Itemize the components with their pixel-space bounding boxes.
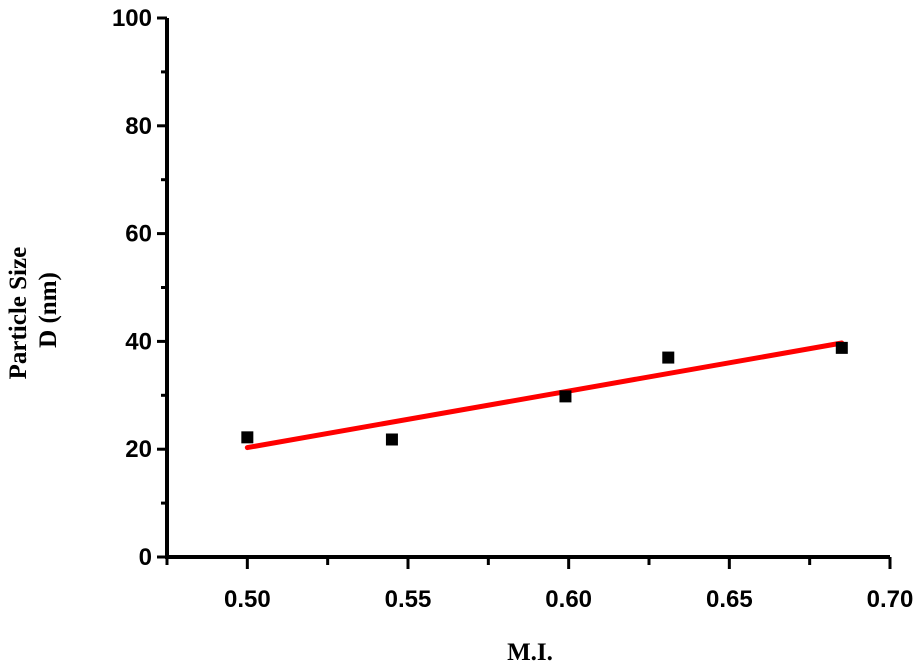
y-tick-label: 100 [112, 5, 152, 32]
x-tick-label: 0.50 [224, 586, 271, 613]
x-tick-label: 0.70 [867, 586, 914, 613]
fit-line [244, 340, 845, 451]
data-point [385, 433, 398, 446]
axes: 0 20 40 60 80 100 0.50 0.55 0.60 0.65 0.70 [112, 5, 913, 613]
data-point [662, 351, 675, 364]
data-point [559, 390, 572, 403]
plot-area [241, 340, 848, 451]
y-tick-label: 20 [125, 436, 152, 463]
y-axis-title-line-2: D (nm) [35, 272, 62, 348]
y-tick-label: 60 [125, 221, 152, 248]
y-axis-title: Particle Size D (nm) [5, 241, 62, 380]
y-axis-title-line-1: Particle Size [5, 247, 32, 380]
x-tick-label: 0.55 [385, 586, 432, 613]
data-point [835, 341, 848, 354]
y-tick-label: 0 [139, 544, 152, 571]
y-tick-label: 40 [125, 328, 152, 355]
data-point [241, 431, 254, 444]
x-tick-label: 0.65 [706, 586, 753, 613]
y-tick-label: 80 [125, 113, 152, 140]
x-axis-title: M.I. [507, 639, 553, 666]
x-tick-label: 0.60 [545, 586, 592, 613]
